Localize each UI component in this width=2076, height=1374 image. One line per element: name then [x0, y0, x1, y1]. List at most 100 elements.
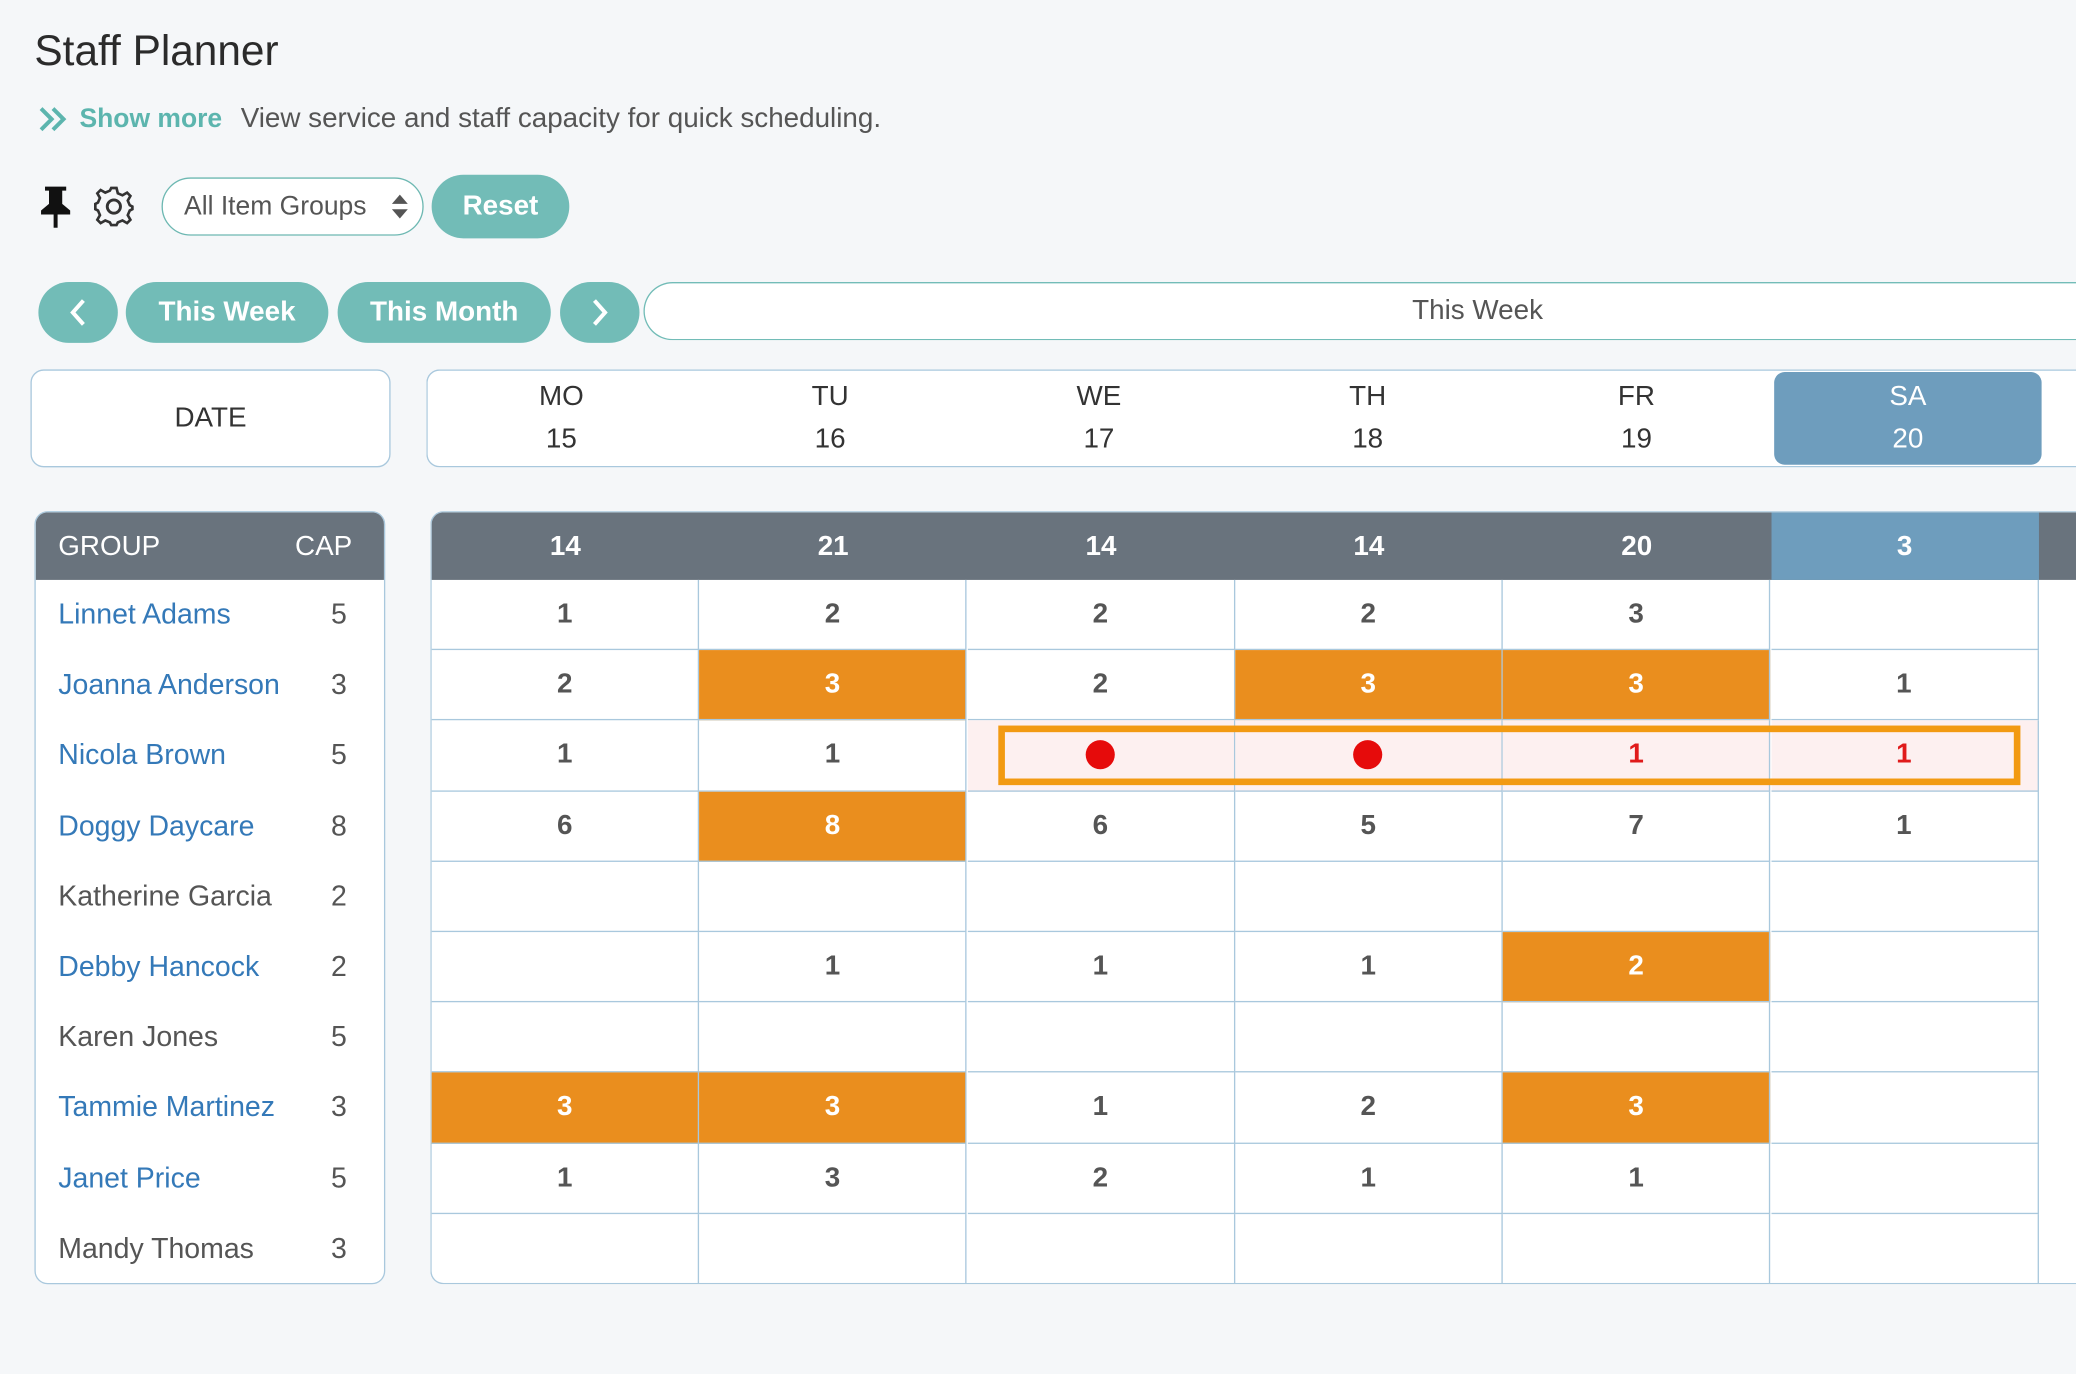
grid-cell[interactable]: 1 — [1770, 650, 2039, 721]
grid-cell[interactable]: 1 — [431, 1143, 700, 1214]
total-cell: 20 — [1621, 530, 1653, 561]
grid-cell[interactable]: 8 — [699, 791, 967, 862]
this-month-button[interactable]: This Month — [337, 282, 551, 343]
grid-cell[interactable]: 1 — [1502, 1143, 1771, 1214]
day-of-week: TU — [811, 381, 849, 412]
chevron-right-icon — [592, 299, 608, 326]
grid-cell[interactable]: 3 — [431, 1072, 700, 1144]
grid-cell[interactable]: 2 — [431, 650, 700, 721]
grid-cell[interactable] — [431, 1213, 700, 1283]
group-cap: 8 — [331, 809, 347, 842]
grid-cell[interactable] — [1770, 1002, 2039, 1073]
grid-cell[interactable]: 1 — [967, 932, 1235, 1003]
next-period-button[interactable] — [560, 282, 640, 343]
day-date: 16 — [814, 423, 846, 455]
grid-cell[interactable] — [1770, 579, 2039, 651]
grid-cell[interactable]: 2 — [1502, 932, 1771, 1003]
grid-cell[interactable]: 3 — [1502, 650, 1771, 721]
group-name-link[interactable]: Debby Hancock — [58, 950, 260, 983]
group-name-link[interactable]: Tammie Martinez — [58, 1091, 275, 1124]
grid-cell[interactable]: 3 — [699, 650, 967, 721]
group-name-link[interactable]: Joanna Anderson — [58, 668, 280, 701]
grid-cell[interactable] — [967, 720, 1235, 792]
gear-icon[interactable] — [93, 183, 135, 231]
grid-cell[interactable]: 1 — [431, 579, 700, 651]
grid-cell[interactable] — [1235, 720, 1503, 792]
grid-cell[interactable]: 2 — [967, 579, 1235, 651]
grid-cell[interactable]: 2 — [1235, 1072, 1503, 1144]
grid-cell[interactable]: 3 — [1502, 579, 1771, 651]
grid-cell[interactable] — [431, 1002, 700, 1073]
grid-cell[interactable]: 1 — [699, 720, 967, 792]
group-name-link[interactable]: Janet Price — [58, 1161, 201, 1194]
grid-cell[interactable]: 5 — [1235, 791, 1503, 862]
grid-cell[interactable] — [1502, 861, 1771, 933]
show-more-link[interactable]: Show more — [79, 103, 223, 134]
day-header-row: MO 15 TU 16 WE 17 TH 18 FR 19 SA 20 — [426, 369, 2076, 468]
grid-cell[interactable] — [699, 1002, 967, 1073]
grid-cell[interactable] — [1502, 1213, 1771, 1283]
grid-cell[interactable]: 1 — [1235, 932, 1503, 1003]
grid-cell[interactable]: 1 — [1770, 791, 2039, 862]
day-header-sa-selected[interactable]: SA 20 — [1774, 372, 2042, 465]
grid-cell[interactable] — [1235, 1213, 1503, 1283]
grid-cell[interactable]: 3 — [699, 1143, 967, 1214]
grid-cell[interactable] — [699, 1213, 967, 1283]
period-field[interactable]: This Week — [643, 282, 2076, 341]
total-cell: 14 — [549, 530, 581, 561]
group-cap: 5 — [331, 1161, 347, 1194]
group-cap: 3 — [331, 1091, 347, 1124]
grid-cell[interactable] — [431, 932, 700, 1003]
grid-cell[interactable] — [1770, 1072, 2039, 1144]
grid-cell[interactable] — [1770, 1143, 2039, 1214]
grid-cell[interactable] — [1770, 1213, 2039, 1283]
grid-cell[interactable] — [967, 1213, 1235, 1283]
group-row: Joanna Anderson 3 — [36, 650, 384, 720]
grid-cell[interactable]: 3 — [1235, 650, 1503, 721]
day-header-mo[interactable]: MO 15 — [428, 371, 695, 466]
day-header-th[interactable]: TH 18 — [1234, 371, 1501, 466]
grid-cell[interactable] — [1235, 1002, 1503, 1073]
grid-cell[interactable]: 3 — [1502, 1072, 1771, 1144]
grid-cell[interactable] — [1235, 861, 1503, 933]
grid-cell[interactable]: 1 — [1235, 1143, 1503, 1214]
grid-cell[interactable] — [699, 861, 967, 933]
grid-cell[interactable]: 7 — [1502, 791, 1771, 862]
period-label: This Week — [1412, 295, 1543, 326]
prev-period-button[interactable] — [38, 282, 118, 343]
grid-cell[interactable] — [967, 1002, 1235, 1073]
grid-cell[interactable] — [1770, 932, 2039, 1003]
grid-cell[interactable] — [431, 861, 700, 933]
grid-cell[interactable]: 2 — [967, 650, 1235, 721]
grid-cell[interactable]: 1 — [1502, 720, 1771, 792]
grid-cell[interactable] — [1502, 1002, 1771, 1073]
this-week-button[interactable]: This Week — [125, 282, 329, 343]
grid-cell[interactable]: 2 — [1235, 579, 1503, 651]
grid-cell[interactable]: 1 — [699, 932, 967, 1003]
grid-cell[interactable]: 1 — [431, 720, 700, 792]
double-chevron-right-icon[interactable] — [37, 103, 71, 135]
day-header-fr[interactable]: FR 19 — [1503, 371, 1770, 466]
day-header-tu[interactable]: TU 16 — [696, 371, 963, 466]
grid-cell[interactable] — [967, 861, 1235, 933]
group-cap: 5 — [331, 598, 347, 631]
pin-icon[interactable] — [34, 183, 76, 231]
day-header-we[interactable]: WE 17 — [965, 371, 1232, 466]
group-name-link[interactable]: Linnet Adams — [58, 598, 231, 631]
grid-cell[interactable]: 2 — [699, 579, 967, 651]
grid-cell[interactable]: 6 — [967, 791, 1235, 862]
group-name-link[interactable]: Doggy Daycare — [58, 809, 255, 842]
grid-cell[interactable]: 1 — [1770, 720, 2039, 792]
group-name-link[interactable]: Nicola Brown — [58, 739, 226, 772]
reset-button[interactable]: Reset — [431, 174, 570, 239]
day-of-week: TH — [1349, 381, 1387, 412]
grid-cell[interactable]: 1 — [967, 1072, 1235, 1144]
grid-cell[interactable] — [1770, 861, 2039, 933]
group-row: Karen Jones 5 — [36, 1002, 384, 1072]
grid-cell[interactable]: 3 — [699, 1072, 967, 1144]
group-cap: 5 — [331, 739, 347, 772]
grid-cell[interactable]: 2 — [967, 1143, 1235, 1214]
item-groups-select[interactable]: All Item Groups — [161, 177, 424, 236]
grid-cell[interactable]: 6 — [431, 791, 700, 862]
